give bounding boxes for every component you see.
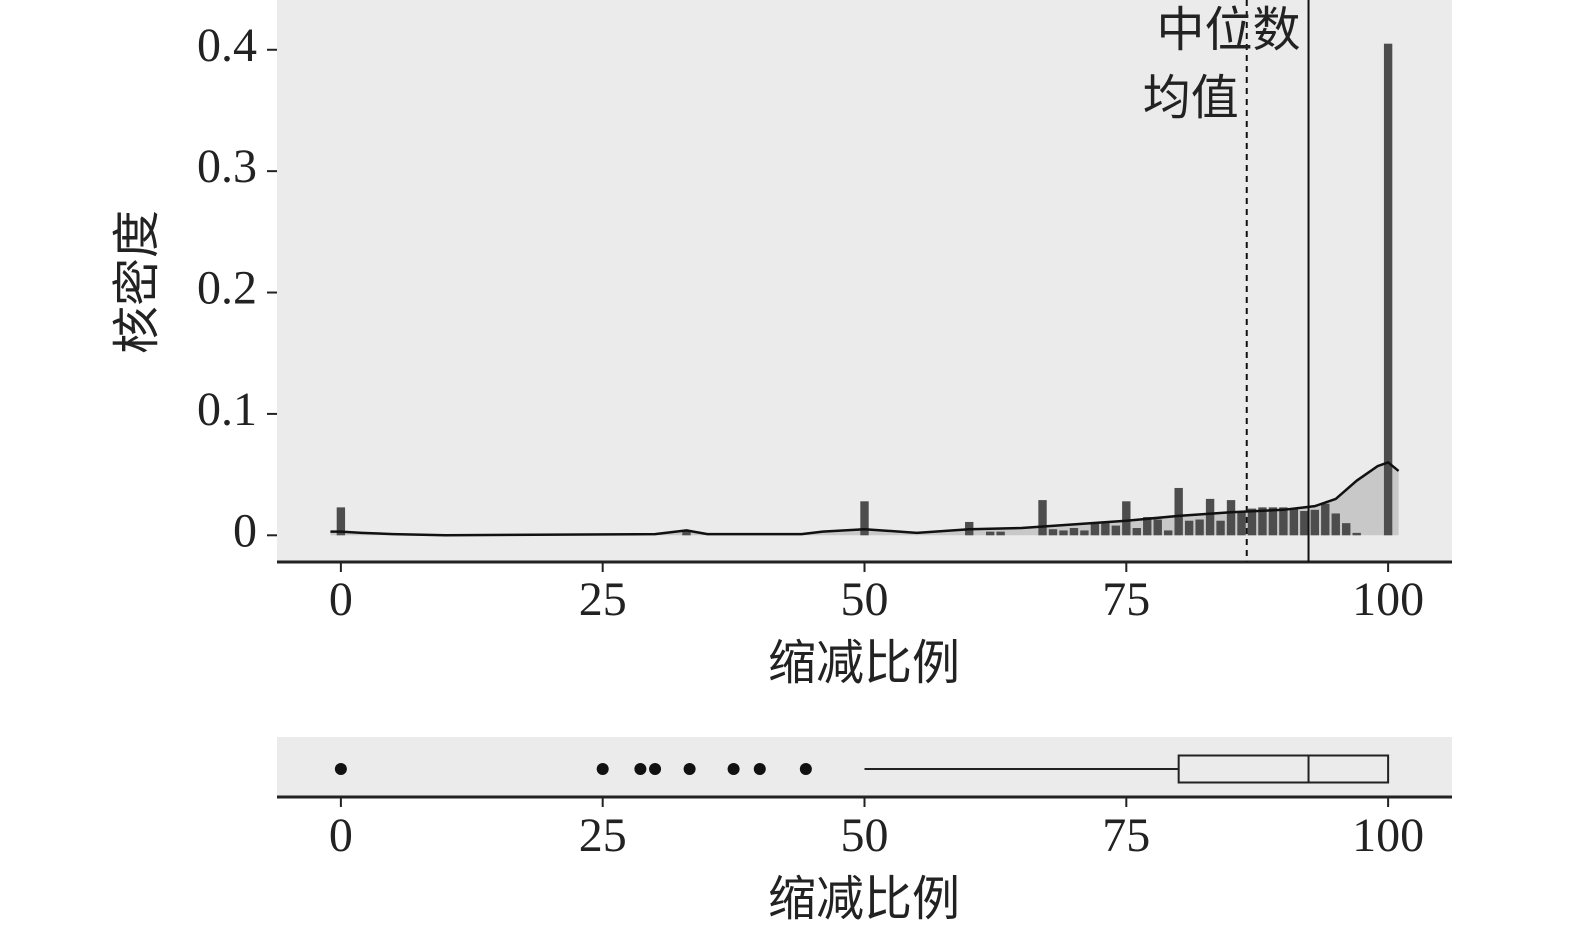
bar (1205, 498, 1215, 536)
bar (1111, 525, 1121, 536)
bar (336, 507, 346, 536)
outlier (727, 763, 740, 775)
bar (1383, 43, 1393, 536)
outlier (334, 763, 347, 775)
bar (1237, 511, 1246, 536)
bar (1342, 523, 1351, 536)
x-tick-label: 50 (841, 809, 889, 862)
outlier (649, 763, 662, 775)
y-tick-label: 0.4 (197, 19, 257, 72)
x-tick-label: 25 (579, 809, 627, 862)
bar (1216, 520, 1225, 536)
bar (1090, 523, 1100, 536)
x-axis-label: 缩减比例 (768, 873, 960, 926)
bar (682, 530, 691, 536)
annotation: 均值 (1143, 72, 1239, 125)
outlier (596, 763, 609, 775)
bar (1122, 501, 1131, 536)
density-line (330, 461, 1400, 537)
annotation: 中位数 (1157, 4, 1301, 57)
bar (1143, 517, 1152, 536)
x-tick-label: 100 (1352, 573, 1424, 626)
bar (1174, 487, 1183, 536)
bar (1164, 530, 1173, 536)
x-tick-label: 0 (329, 809, 353, 862)
y-tick-label: 0.2 (197, 262, 257, 315)
x-tick-label: 75 (1102, 573, 1150, 626)
bar (1300, 511, 1309, 536)
x-tick-label: 75 (1102, 809, 1150, 862)
bar (1048, 529, 1058, 536)
outlier (753, 763, 766, 775)
bar (1310, 509, 1320, 536)
bar (1059, 530, 1068, 536)
bar (1080, 530, 1089, 536)
y-tick-label: 0.1 (197, 383, 257, 436)
outlier (799, 763, 812, 775)
bar (1268, 507, 1278, 536)
bar (1153, 519, 1162, 536)
box (1177, 754, 1390, 784)
bar (1289, 508, 1299, 536)
bar (1247, 508, 1257, 536)
x-axis-label: 缩减比例 (768, 637, 960, 690)
bar (1069, 528, 1079, 536)
plot-background (277, 0, 1452, 562)
y-tick-label: 0 (233, 504, 257, 557)
bar (1195, 519, 1204, 536)
bar (1038, 500, 1047, 536)
bar (985, 531, 995, 536)
x-tick-label: 0 (329, 573, 353, 626)
bar (860, 501, 869, 536)
x-tick-label: 50 (841, 573, 889, 626)
bar (1321, 503, 1330, 536)
bar (1258, 507, 1267, 536)
y-axis-label: 核密度 (111, 210, 164, 354)
bar (1352, 532, 1361, 536)
bar (1279, 507, 1288, 536)
bar (1101, 523, 1110, 536)
outlier (683, 763, 696, 775)
y-tick-label: 0.3 (197, 140, 257, 193)
x-tick-label: 100 (1352, 809, 1424, 862)
bar (1184, 520, 1194, 536)
bar (996, 531, 1005, 536)
bar (1226, 500, 1236, 536)
bar (1132, 528, 1141, 536)
outlier (634, 763, 647, 775)
x-tick-label: 25 (579, 573, 627, 626)
bar (1331, 513, 1340, 536)
plot-background (277, 737, 1452, 797)
